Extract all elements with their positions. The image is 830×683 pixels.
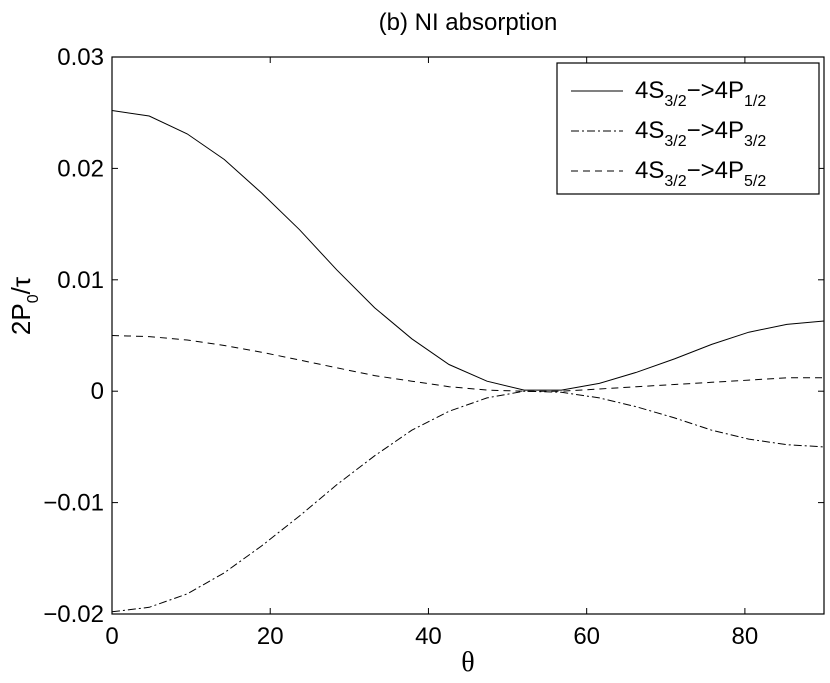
legend-entry-1-sub2: 1/2 xyxy=(744,93,766,110)
legend-entry-2-b: −>4P xyxy=(687,117,744,144)
y-axis-label-tail: /τ xyxy=(6,276,36,294)
legend-entry-2-sub1: 3/2 xyxy=(664,133,686,150)
legend-entry-1-b: −>4P xyxy=(687,77,744,104)
x-tick-label: 40 xyxy=(415,623,442,650)
series-lines xyxy=(111,110,825,613)
y-axis-label: 2P0/τ xyxy=(6,276,42,335)
x-tick-label: 20 xyxy=(257,623,284,650)
legend-entry-1-sub1: 3/2 xyxy=(664,93,686,110)
y-axis-label-sub: 0 xyxy=(25,294,42,303)
x-tick-label: 80 xyxy=(732,623,759,650)
y-tick-label: −0.02 xyxy=(43,601,104,628)
legend-entry-3: 4S3/2−>4P5/2 xyxy=(635,157,766,190)
y-axis-label-main: 2P xyxy=(6,303,36,335)
legend-entry-3-sub1: 3/2 xyxy=(664,173,686,190)
legend-entry-2: 4S3/2−>4P3/2 xyxy=(635,117,766,150)
y-tick-label: 0.01 xyxy=(57,267,104,294)
series-line-3 xyxy=(111,335,824,392)
series-line-2 xyxy=(111,390,825,613)
series-line-1 xyxy=(111,110,825,391)
legend: 4S3/2−>4P1/2 4S3/2−>4P3/2 4S3/2−>4P5/2 xyxy=(556,62,820,195)
legend-entry-3-a: 4S xyxy=(635,157,664,184)
legend-entry-1-a: 4S xyxy=(635,77,664,104)
legend-entry-2-sub2: 3/2 xyxy=(744,133,766,150)
legend-entry-2-a: 4S xyxy=(635,117,664,144)
legend-box xyxy=(556,62,820,195)
y-tick-label: 0.02 xyxy=(57,155,104,182)
axis-ticks: 0 20 40 60 80 −0.02 −0.01 0 0.01 0.02 0.03 xyxy=(43,44,824,650)
x-tick-label: 60 xyxy=(573,623,600,650)
y-tick-label: 0.03 xyxy=(57,44,104,71)
x-tick-label: 0 xyxy=(105,623,118,650)
y-tick-label: −0.01 xyxy=(43,490,104,517)
legend-entry-3-sub2: 5/2 xyxy=(744,173,766,190)
x-axis-label: θ xyxy=(461,647,474,678)
y-tick-label: 0 xyxy=(91,378,104,405)
legend-entry-3-b: −>4P xyxy=(687,157,744,184)
chart-title: (b) NI absorption xyxy=(379,9,558,36)
legend-entry-1: 4S3/2−>4P1/2 xyxy=(635,77,766,110)
